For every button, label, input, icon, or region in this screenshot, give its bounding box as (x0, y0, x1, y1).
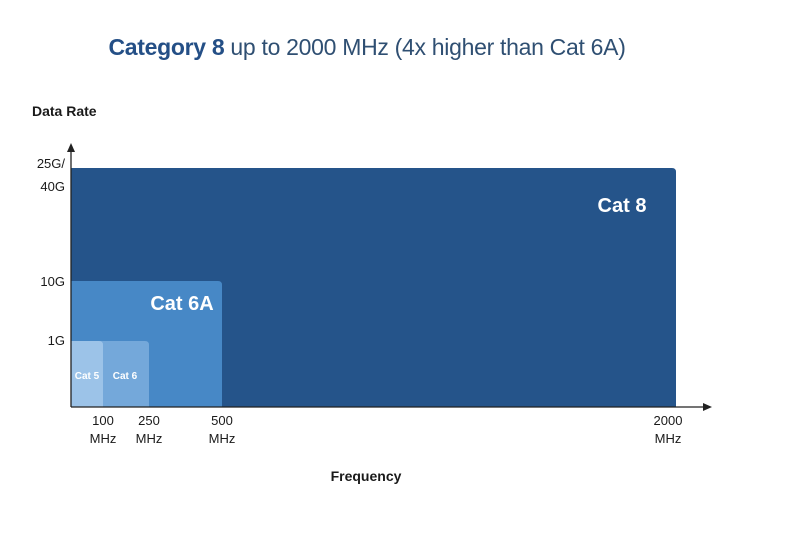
chart-title: Category 8 up to 2000 MHz (4x higher tha… (0, 34, 734, 61)
y-tick-label: 1G (48, 333, 65, 348)
y-tick-label: 25G/ (37, 156, 66, 171)
area-cat5 (71, 341, 103, 407)
chart-title-bold: Category 8 (108, 34, 225, 60)
y-tick-label: 10G (40, 274, 65, 289)
x-axis-arrow (703, 403, 712, 411)
y-axis-arrow (67, 143, 75, 152)
x-tick-label: MHz (136, 431, 163, 446)
label-cat6: Cat 6 (113, 371, 138, 382)
label-cat5: Cat 5 (75, 371, 100, 382)
x-tick-label: 2000 (654, 413, 683, 428)
x-tick-label: 100 (92, 413, 114, 428)
x-tick-label: 500 (211, 413, 233, 428)
x-axis-title: Frequency (331, 468, 402, 484)
x-tick-label: 250 (138, 413, 160, 428)
x-tick-label: MHz (209, 431, 236, 446)
x-tick-label: MHz (655, 431, 682, 446)
chart-title-rest: up to 2000 MHz (4x higher than Cat 6A) (224, 34, 626, 60)
y-axis-title: Data Rate (32, 103, 97, 119)
label-cat8: Cat 8 (598, 195, 647, 217)
area-cat8 (71, 168, 676, 407)
y-tick-label: 40G (40, 179, 65, 194)
x-tick-label: MHz (90, 431, 117, 446)
label-cat6a: Cat 6A (150, 293, 213, 315)
